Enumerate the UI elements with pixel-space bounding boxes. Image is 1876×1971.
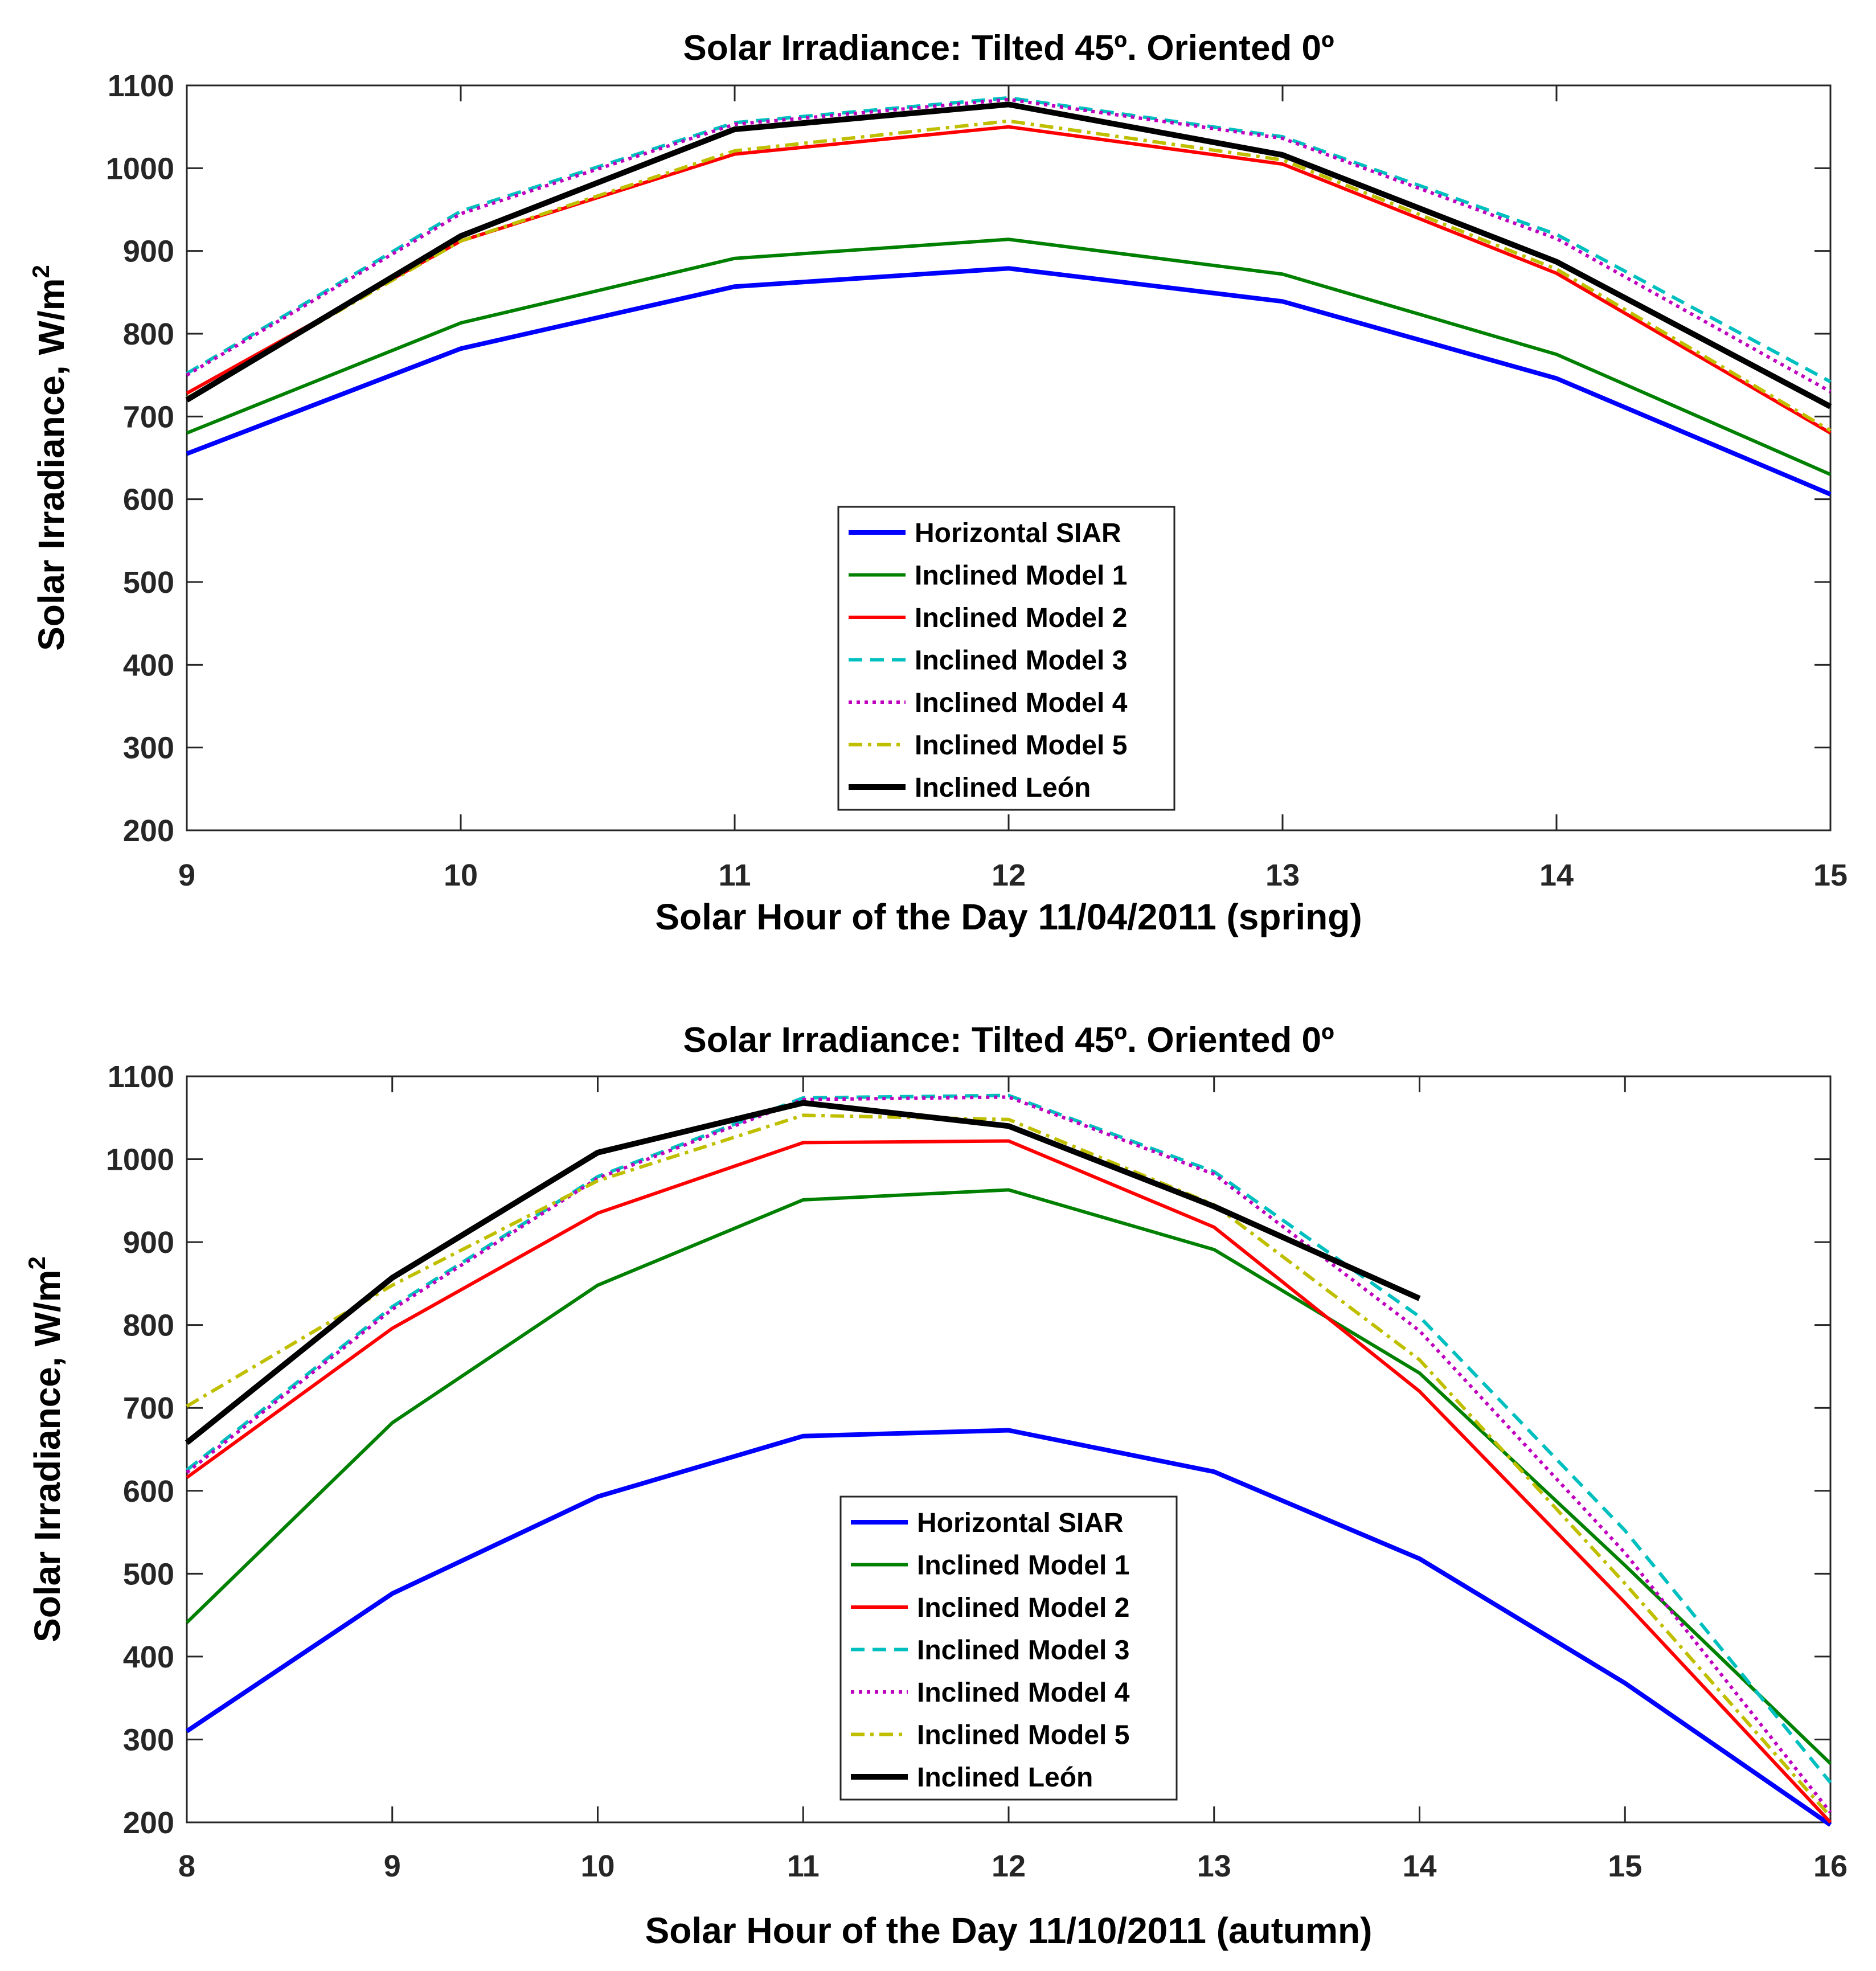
y-tick-label: 1100: [108, 69, 174, 103]
x-tick-label: 16: [1813, 1849, 1848, 1883]
chart-title: Solar Irradiance: Tilted 45º. Oriented 0…: [683, 28, 1334, 68]
series-line: [186, 266, 1832, 497]
y-axis-label-text: Solar Irradiance, W/m: [27, 1269, 68, 1642]
legend-label: Inclined Model 2: [917, 1593, 1129, 1623]
legend: Horizontal SIAR Inclined Model 1 Inclined …: [837, 506, 1175, 811]
series-line: [186, 1095, 1832, 1814]
y-tick-label: 700: [123, 1391, 174, 1425]
y-axis-label-superscript: 2: [27, 265, 54, 278]
x-tick-label: 8: [178, 1849, 195, 1883]
series-line: [186, 1139, 1832, 1824]
y-axis-label-text: Solar Irradiance, W/m: [31, 278, 72, 650]
series-line: [185, 1428, 1832, 1827]
x-tick-label: 13: [1265, 858, 1300, 892]
y-tick-label: 600: [123, 1474, 174, 1509]
x-tick-label: 11: [787, 1849, 820, 1883]
y-axis-label: Solar Irradiance, W/m2: [27, 265, 72, 651]
y-tick-label: 300: [123, 1723, 174, 1757]
series-line: [186, 237, 1832, 476]
legend-label: Inclined Model 4: [915, 688, 1128, 718]
x-tick-label: 12: [992, 858, 1026, 892]
series-line: [186, 119, 1832, 432]
x-tick-label: 12: [992, 1849, 1026, 1883]
series-line: [185, 1188, 1832, 1765]
y-tick-label: 300: [123, 731, 174, 765]
x-tick-label: 14: [1402, 1849, 1436, 1883]
series-line: [185, 1100, 1421, 1445]
legend-label: Inclined Model 4: [917, 1678, 1130, 1708]
y-tick-label: 200: [123, 814, 174, 848]
legend-label: Horizontal SIAR: [915, 518, 1121, 548]
legend: Horizontal SIAR Inclined Model 1 Inclined …: [839, 1495, 1178, 1801]
x-tick-label: 10: [580, 1849, 615, 1883]
legend-label: Inclined Model 1: [917, 1551, 1129, 1581]
y-tick-label: 600: [123, 483, 174, 517]
legend-label: Inclined Model 3: [915, 646, 1127, 676]
x-tick-label: 9: [178, 858, 195, 892]
y-tick-label: 500: [123, 566, 174, 600]
x-tick-label: 15: [1608, 1849, 1642, 1883]
y-tick-label: 900: [123, 235, 174, 269]
legend-label: Inclined Model 1: [915, 561, 1127, 591]
y-axis-label: Solar Irradiance, W/m2: [23, 1256, 68, 1642]
series-line: [186, 1113, 1832, 1818]
y-tick-label: 800: [123, 1309, 174, 1343]
spring-chart: 9 10 11 12 13 14 15 200 300 400 500 600 700 800 900 100…: [27, 28, 1848, 937]
y-tick-label: 1000: [106, 1143, 174, 1177]
legend-label: Inclined Model 3: [917, 1636, 1129, 1666]
legend-label: Inclined Model 5: [915, 731, 1127, 761]
legend-label: Inclined León: [915, 773, 1091, 803]
legend-label: Horizontal SIAR: [917, 1508, 1124, 1538]
y-tick-label: 1000: [106, 151, 174, 186]
x-axis-label: Solar Hour of the Day 11/10/2011 (autumn…: [645, 1910, 1373, 1951]
x-tick-label: 9: [384, 1849, 401, 1883]
y-tick-label: 400: [123, 648, 174, 682]
y-tick-label: 700: [123, 400, 174, 434]
x-axis-label: Solar Hour of the Day 11/04/2011 (spring…: [655, 896, 1362, 937]
series-line: [186, 1093, 1832, 1784]
y-tick-label: 400: [123, 1640, 174, 1674]
x-tick-label: 13: [1197, 1849, 1231, 1883]
x-tick-label: 10: [444, 858, 478, 892]
y-axis-label-superscript: 2: [23, 1256, 50, 1269]
y-tick-label: 500: [123, 1557, 174, 1591]
autumn-chart: 8 9 10 11 12 13 14 15 16 200 300 400 500 600 700 800 900…: [23, 1021, 1848, 1951]
x-tick-label: 14: [1539, 858, 1574, 892]
legend-label: Inclined Model 2: [915, 603, 1127, 633]
legend-label: Inclined León: [917, 1763, 1093, 1793]
chart-title: Solar Irradiance: Tilted 45º. Oriented 0…: [683, 1021, 1334, 1060]
series-line: [185, 101, 1832, 409]
y-tick-label: 800: [123, 317, 174, 351]
x-tick-label: 15: [1813, 858, 1848, 892]
y-tick-label: 900: [123, 1226, 174, 1260]
y-tick-label: 200: [123, 1806, 174, 1840]
y-tick-label: 1100: [108, 1060, 174, 1094]
legend-label: Inclined Model 5: [917, 1720, 1129, 1751]
x-tick-label: 11: [718, 858, 751, 892]
